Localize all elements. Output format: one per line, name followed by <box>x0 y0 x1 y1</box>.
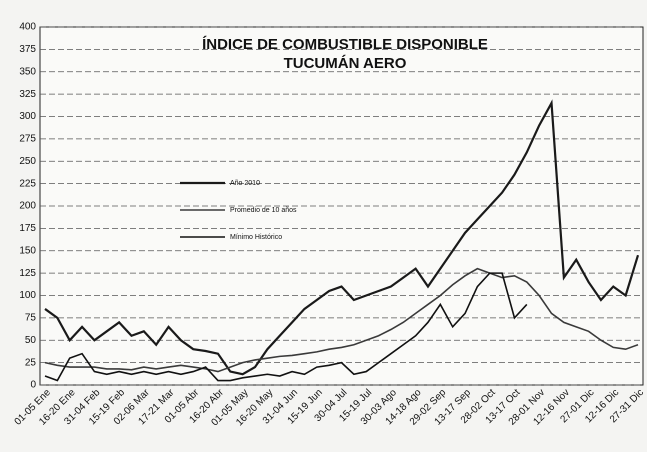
y-tick-label: 225 <box>19 178 36 189</box>
series-line <box>44 99 640 376</box>
y-tick-label: 400 <box>19 22 36 33</box>
legend-label: Promedio de 10 años <box>230 207 297 214</box>
y-tick-label: 250 <box>19 156 36 167</box>
y-tick-label: 175 <box>19 223 36 234</box>
y-tick-label: 325 <box>19 89 36 100</box>
legend-label: Año 2010 <box>230 180 260 187</box>
y-tick-label: 100 <box>19 290 36 301</box>
series-line <box>44 267 639 373</box>
y-tick-label: 200 <box>19 201 36 212</box>
y-tick-label: 75 <box>25 313 37 324</box>
y-tick-label: 300 <box>19 111 36 122</box>
y-tick-label: 125 <box>19 268 36 279</box>
y-tick-label: 0 <box>30 380 36 391</box>
series-line <box>44 272 528 382</box>
y-tick-label: 25 <box>25 357 37 368</box>
y-tick-label: 150 <box>19 245 36 256</box>
y-tick-label: 50 <box>25 335 37 346</box>
chart-title: TUCUMÁN AERO <box>284 55 407 72</box>
y-tick-label: 375 <box>19 44 36 55</box>
legend-label: Mínimo Histórico <box>230 234 282 241</box>
chart-title: ÍNDICE DE COMBUSTIBLE DISPONIBLE <box>202 36 488 53</box>
y-tick-label: 350 <box>19 66 36 77</box>
y-tick-label: 275 <box>19 134 36 145</box>
